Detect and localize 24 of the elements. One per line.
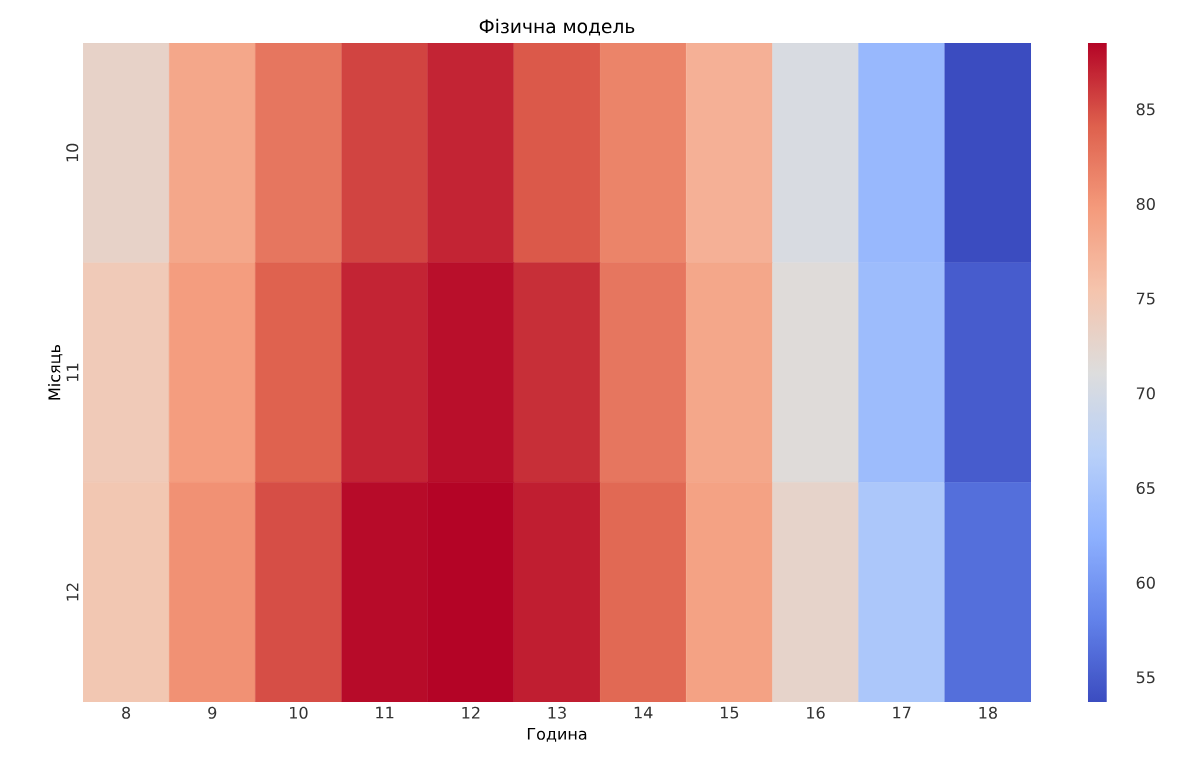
x-tick-label: 13: [548, 706, 566, 719]
color-bar-label: 80: [1136, 197, 1155, 210]
x-tick-label: 16: [807, 706, 825, 719]
color-bar-label: 60: [1136, 576, 1155, 589]
y-tick-label: 12: [66, 583, 79, 601]
color-bar-label: 70: [1136, 387, 1155, 400]
x-tick-label: 14: [634, 706, 653, 719]
color-bar-label: 65: [1136, 481, 1155, 495]
x-tick-label: 12: [462, 706, 480, 719]
color-bar-label: 75: [1136, 292, 1155, 305]
x-tick-label: 8: [122, 706, 131, 719]
color-bar-label: 55: [1136, 671, 1155, 684]
x-tick-label: 11: [376, 706, 394, 719]
x-tick-label: 18: [979, 706, 997, 719]
x-tick-label: 17: [893, 706, 911, 719]
y-tick-label: 11: [66, 363, 79, 381]
y-axis-title: Місяць: [48, 344, 63, 400]
color-bar-label: 85: [1136, 103, 1155, 116]
x-tick-label: 9: [208, 706, 217, 719]
chart-title: Фізична модель: [479, 18, 635, 36]
y-tick-label: 10: [66, 143, 79, 162]
x-tick-label: 15: [720, 706, 739, 719]
x-tick-label: 10: [290, 706, 308, 719]
x-axis-title: Година: [527, 727, 587, 742]
